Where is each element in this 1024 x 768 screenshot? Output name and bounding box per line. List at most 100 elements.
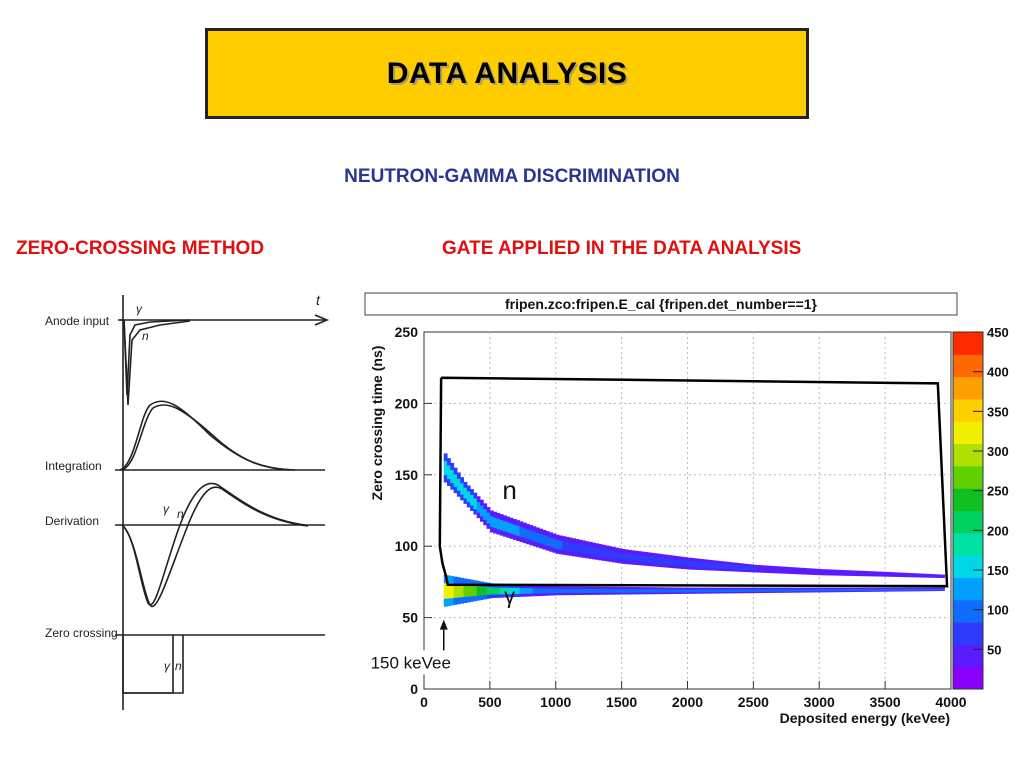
heat-cell-n: [746, 567, 751, 571]
heat-cell-n: [918, 575, 922, 577]
heat-cell-gamma: [529, 587, 534, 591]
heat-cell-gamma: [631, 587, 636, 590]
colorbar-swatch: [953, 599, 983, 623]
heat-cell-n: [901, 573, 906, 576]
heat-cell-gamma: [624, 590, 629, 593]
heat-cell-gamma: [568, 592, 573, 596]
colorbar-tick-label: 100: [987, 603, 1009, 618]
heat-cell-gamma: [832, 590, 837, 593]
heat-cell-n: [552, 538, 557, 544]
heat-cell-n: [911, 574, 916, 576]
heat-cell-n: [786, 566, 791, 570]
heat-cell-gamma: [654, 587, 659, 590]
heat-cell-gamma: [918, 589, 922, 591]
heat-cell-n: [786, 571, 791, 574]
heat-cell-gamma: [875, 590, 880, 592]
heat-cell-gamma: [647, 592, 652, 595]
heat-cell-n: [921, 575, 926, 577]
heat-cell-gamma: [542, 592, 547, 596]
heat-cell-gamma: [562, 586, 567, 589]
heat-cell-n: [549, 541, 553, 547]
heat-cell-n: [638, 551, 642, 556]
heat-cell-gamma: [776, 589, 781, 592]
heat-cell-gamma: [641, 592, 646, 595]
heat-cell-n: [572, 547, 577, 552]
heat-cell-gamma: [783, 591, 787, 593]
heat-cell-gamma: [473, 585, 478, 591]
heat-cell-gamma: [776, 591, 781, 593]
heat-cell-n: [908, 574, 912, 577]
heat-cell-gamma: [479, 585, 484, 591]
heat-cell-n: [562, 540, 567, 546]
heat-cell-gamma: [723, 591, 728, 594]
heat-cell-gamma: [871, 588, 876, 590]
heat-cell-n: [891, 573, 896, 575]
heat-cell-n: [815, 573, 820, 576]
heat-cell-gamma: [743, 587, 748, 590]
heat-cell-n: [888, 572, 893, 574]
heat-cell-n: [839, 571, 843, 574]
heat-cell-gamma: [779, 589, 784, 592]
heat-cell-n: [542, 539, 547, 545]
heat-cell-n: [450, 482, 455, 490]
heat-cell-n: [802, 572, 807, 575]
heat-cell-gamma: [720, 588, 725, 591]
heat-cell-gamma: [941, 589, 945, 591]
heat-cell-gamma: [806, 587, 810, 590]
heat-cell-n: [460, 477, 465, 484]
heat-cell-gamma: [746, 588, 751, 591]
heat-cell-gamma: [885, 589, 889, 591]
heat-cell-n: [753, 566, 758, 569]
heat-cell-gamma: [759, 591, 764, 594]
heat-cell-gamma: [746, 587, 751, 590]
heat-cell-gamma: [812, 589, 817, 592]
heat-cell-gamma: [483, 594, 488, 600]
heat-cell-gamma: [473, 595, 478, 602]
heat-cell-gamma: [881, 590, 886, 592]
heat-cell-gamma: [578, 586, 583, 589]
heat-cell-gamma: [456, 597, 461, 605]
heat-cell-gamma: [786, 591, 791, 593]
heat-cell-n: [638, 557, 642, 562]
heat-cell-n: [575, 547, 580, 553]
heat-cell-gamma: [503, 590, 507, 595]
heat-cell-n: [779, 566, 784, 569]
heat-cell-n: [852, 570, 856, 573]
heat-cell-n: [885, 572, 889, 575]
heat-cell-n: [763, 570, 768, 573]
heat-cell-gamma: [694, 589, 698, 591]
heat-cell-gamma: [852, 589, 856, 592]
heat-cell-gamma: [776, 588, 781, 591]
heat-cell-n: [881, 572, 886, 575]
heat-cell-gamma: [667, 590, 672, 593]
heat-cell-gamma: [486, 586, 491, 591]
heat-cell-n: [453, 480, 458, 487]
heat-cell-gamma: [707, 590, 712, 593]
heat-cell-n: [493, 517, 497, 523]
heat-cell-n: [783, 568, 787, 571]
heat-cell-gamma: [624, 586, 629, 590]
heat-cell-n: [588, 550, 593, 555]
heat-cell-n: [591, 550, 596, 556]
heat-cell-n: [463, 481, 468, 488]
heat-cell-gamma: [638, 592, 642, 595]
heat-cell-n: [532, 531, 537, 537]
heat-cell-gamma: [460, 577, 465, 585]
heat-cell-n: [799, 570, 804, 573]
heat-cell-n: [720, 563, 725, 567]
heat-cell-n: [878, 572, 883, 575]
heat-cell-n: [720, 565, 725, 569]
heat-cell-gamma: [479, 594, 484, 600]
heat-cell-gamma: [634, 590, 639, 593]
label-zc-gamma: γ: [164, 659, 171, 673]
heat-cell-n: [878, 573, 883, 576]
heat-cell-gamma: [466, 590, 471, 597]
heat-cell-gamma: [895, 589, 899, 591]
heat-cell-gamma: [519, 584, 524, 589]
plot-frame: [423, 331, 952, 690]
heat-cell-n: [568, 550, 573, 556]
heat-cell-gamma: [848, 588, 853, 591]
heat-cell-n: [756, 568, 761, 571]
heat-cell-n: [456, 472, 461, 479]
heat-cell-gamma: [460, 584, 465, 591]
